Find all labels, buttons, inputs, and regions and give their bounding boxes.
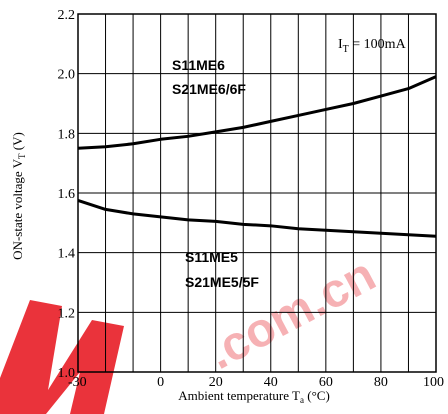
x-tick-label: -30 xyxy=(68,375,87,390)
x-tick-label: 80 xyxy=(374,375,388,390)
y-tick-label: 1.8 xyxy=(58,127,76,142)
x-tick-label: 40 xyxy=(264,375,278,390)
curves xyxy=(77,75,437,238)
y-tick-labels: 1.0 1.2 1.4 1.6 1.8 2.0 2.2 xyxy=(58,8,76,381)
series-line-s11me6 xyxy=(77,75,437,150)
y-axis-label: ON-state voltage VT (V) xyxy=(10,132,27,260)
x-tick-labels: -30 0 20 40 60 80 100 xyxy=(68,375,444,390)
series-line-s11me5 xyxy=(77,199,437,238)
x-tick-label: 20 xyxy=(209,375,223,390)
watermark-text: .com.cn xyxy=(199,248,384,380)
series-label-s11me6: S11ME6 xyxy=(172,57,225,73)
series-label-s21me6-6f: S21ME6/6F xyxy=(172,81,246,97)
y-tick-label: 2.0 xyxy=(58,68,76,83)
x-tick-label: 0 xyxy=(157,375,164,390)
plot-frame xyxy=(77,13,437,373)
series-label-s21me5-5f: S21ME5/5F xyxy=(185,274,259,290)
y-tick-label: 1.0 xyxy=(58,366,76,381)
y-tick-label: 1.6 xyxy=(58,187,76,202)
x-tick-label: 60 xyxy=(319,375,333,390)
y-tick-label: 2.2 xyxy=(58,8,76,23)
y-tick-label: 1.4 xyxy=(58,247,76,262)
y-tick-label: 1.2 xyxy=(58,306,76,321)
series-label-s11me5: S11ME5 xyxy=(185,249,238,265)
current-annotation: IT = 100mA xyxy=(338,37,407,55)
x-axis-label: Ambient temperature Ta (°C) xyxy=(178,388,330,405)
x-tick-label: 100 xyxy=(423,375,444,390)
